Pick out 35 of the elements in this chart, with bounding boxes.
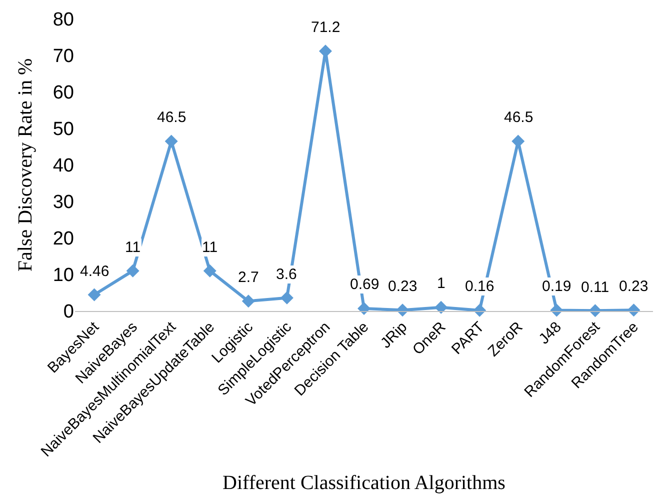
point (164, 134, 178, 148)
y-tick-label: 60 (52, 82, 74, 104)
data-label: 71.2 (311, 19, 340, 36)
data-label: 0.19 (542, 278, 572, 295)
y-tick-label: 50 (52, 119, 74, 140)
y-tick-label: 20 (52, 228, 74, 250)
data-label: 46.5 (504, 109, 534, 126)
data-label: 0.23 (619, 278, 648, 295)
point (358, 302, 370, 315)
x-tick-label: JRip (377, 318, 411, 352)
data-label: 1 (437, 275, 446, 292)
y-axis-title: False Discovery Rate in % (14, 58, 36, 272)
point (88, 288, 101, 302)
point (434, 300, 448, 314)
x-axis-title: Different Classification Algorithms (222, 472, 506, 494)
y-tick-label: 70 (52, 46, 74, 68)
point (203, 264, 216, 278)
data-label: 3.6 (276, 266, 297, 283)
point (242, 294, 255, 308)
data-label: 11 (202, 239, 218, 256)
data-label: 0.23 (388, 278, 418, 295)
y-tick-label: 30 (52, 192, 74, 214)
y-tick-label: 10 (52, 265, 74, 286)
data-label: 46.5 (157, 109, 186, 126)
data-label: 0.69 (350, 276, 380, 293)
data-label: 11 (125, 239, 141, 256)
y-tick-label: 80 (52, 10, 74, 31)
y-tick-label: 40 (52, 156, 74, 177)
data-label: 0.11 (581, 279, 610, 296)
point (126, 264, 140, 278)
point (280, 291, 294, 304)
y-tick-label: 0 (63, 302, 74, 323)
data-label: 2.7 (238, 269, 259, 286)
data-label: 4.46 (80, 263, 110, 280)
data-label: 0.16 (465, 278, 494, 295)
